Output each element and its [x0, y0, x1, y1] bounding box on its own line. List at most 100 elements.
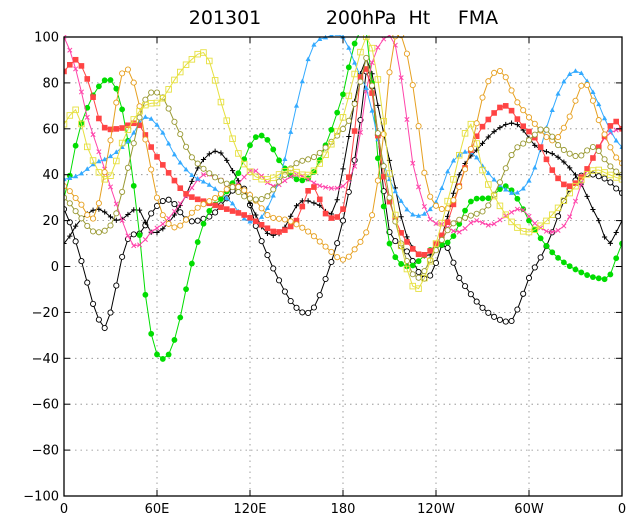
data-point	[596, 218, 602, 224]
data-point	[462, 214, 469, 221]
series-line	[64, 35, 622, 360]
data-point	[95, 229, 102, 236]
data-point	[549, 211, 556, 218]
data-point	[549, 107, 555, 113]
data-point	[496, 202, 504, 210]
data-point	[572, 182, 579, 190]
data-point	[590, 155, 596, 161]
data-point	[305, 156, 312, 163]
data-point	[316, 238, 323, 245]
data-point	[357, 238, 364, 245]
data-point	[130, 79, 137, 86]
data-point	[567, 214, 573, 220]
data-point	[357, 48, 364, 56]
data-point	[426, 257, 434, 265]
data-point	[148, 89, 155, 96]
data-point	[125, 138, 131, 144]
data-point	[264, 252, 271, 259]
data-point	[572, 68, 579, 73]
data-point	[589, 97, 596, 104]
y-tick-label: 60	[42, 122, 59, 137]
data-point	[386, 240, 393, 247]
data-point	[299, 177, 306, 184]
data-point	[601, 234, 608, 240]
data-point	[217, 190, 224, 197]
data-point	[206, 57, 213, 65]
data-point	[525, 137, 533, 144]
data-point	[514, 224, 521, 231]
data-point	[601, 156, 608, 163]
data-point	[136, 114, 143, 121]
data-point	[386, 170, 393, 177]
data-point	[299, 78, 305, 84]
data-point	[90, 207, 96, 213]
data-point	[467, 212, 474, 219]
data-point	[96, 158, 102, 164]
data-point	[543, 217, 550, 225]
data-point	[73, 66, 79, 72]
data-point	[450, 259, 457, 266]
data-point	[491, 176, 497, 182]
data-point	[549, 133, 556, 140]
data-point	[474, 217, 480, 224]
data-point	[537, 254, 544, 261]
data-point	[130, 120, 137, 127]
data-point	[595, 173, 602, 180]
data-point	[613, 229, 619, 236]
data-point	[502, 183, 509, 190]
data-point	[607, 127, 613, 133]
data-point	[177, 159, 183, 165]
data-point	[107, 309, 114, 316]
data-point	[369, 90, 375, 96]
data-point	[508, 107, 515, 114]
data-point	[287, 298, 294, 305]
data-point	[380, 163, 387, 170]
data-point	[520, 290, 527, 297]
data-point	[560, 259, 567, 266]
data-point	[206, 151, 212, 157]
data-point	[415, 285, 422, 292]
data-point	[235, 188, 242, 196]
data-point	[543, 243, 550, 249]
data-point	[102, 156, 108, 162]
data-point	[502, 103, 509, 109]
data-point	[607, 123, 614, 129]
data-point	[619, 144, 622, 149]
data-point	[450, 233, 457, 240]
data-point	[462, 283, 469, 290]
data-point	[374, 155, 381, 162]
data-point	[485, 202, 492, 209]
data-point	[264, 205, 271, 211]
data-point	[392, 254, 399, 261]
data-point	[555, 154, 561, 160]
data-point	[200, 49, 207, 56]
data-point	[572, 266, 579, 273]
data-point	[304, 171, 312, 179]
data-point	[351, 246, 358, 253]
data-point	[537, 222, 544, 230]
data-point	[154, 351, 160, 358]
data-point	[72, 194, 79, 202]
data-point	[584, 147, 591, 154]
data-point	[461, 130, 469, 137]
data-point	[578, 70, 584, 76]
data-point	[153, 99, 161, 107]
data-point	[380, 117, 387, 125]
data-point	[252, 196, 259, 203]
data-point	[619, 240, 622, 247]
data-point	[212, 195, 219, 202]
data-point	[310, 233, 317, 240]
data-point	[473, 298, 480, 305]
data-point	[398, 198, 404, 203]
data-point	[584, 272, 591, 278]
data-point	[171, 118, 178, 125]
data-point	[194, 196, 201, 203]
data-point	[107, 184, 114, 190]
data-point	[223, 180, 230, 187]
data-point	[137, 242, 143, 248]
data-point	[520, 207, 526, 213]
data-point	[67, 61, 73, 68]
data-point	[526, 217, 532, 224]
y-tick-label: −20	[32, 306, 59, 321]
data-point	[374, 177, 381, 184]
